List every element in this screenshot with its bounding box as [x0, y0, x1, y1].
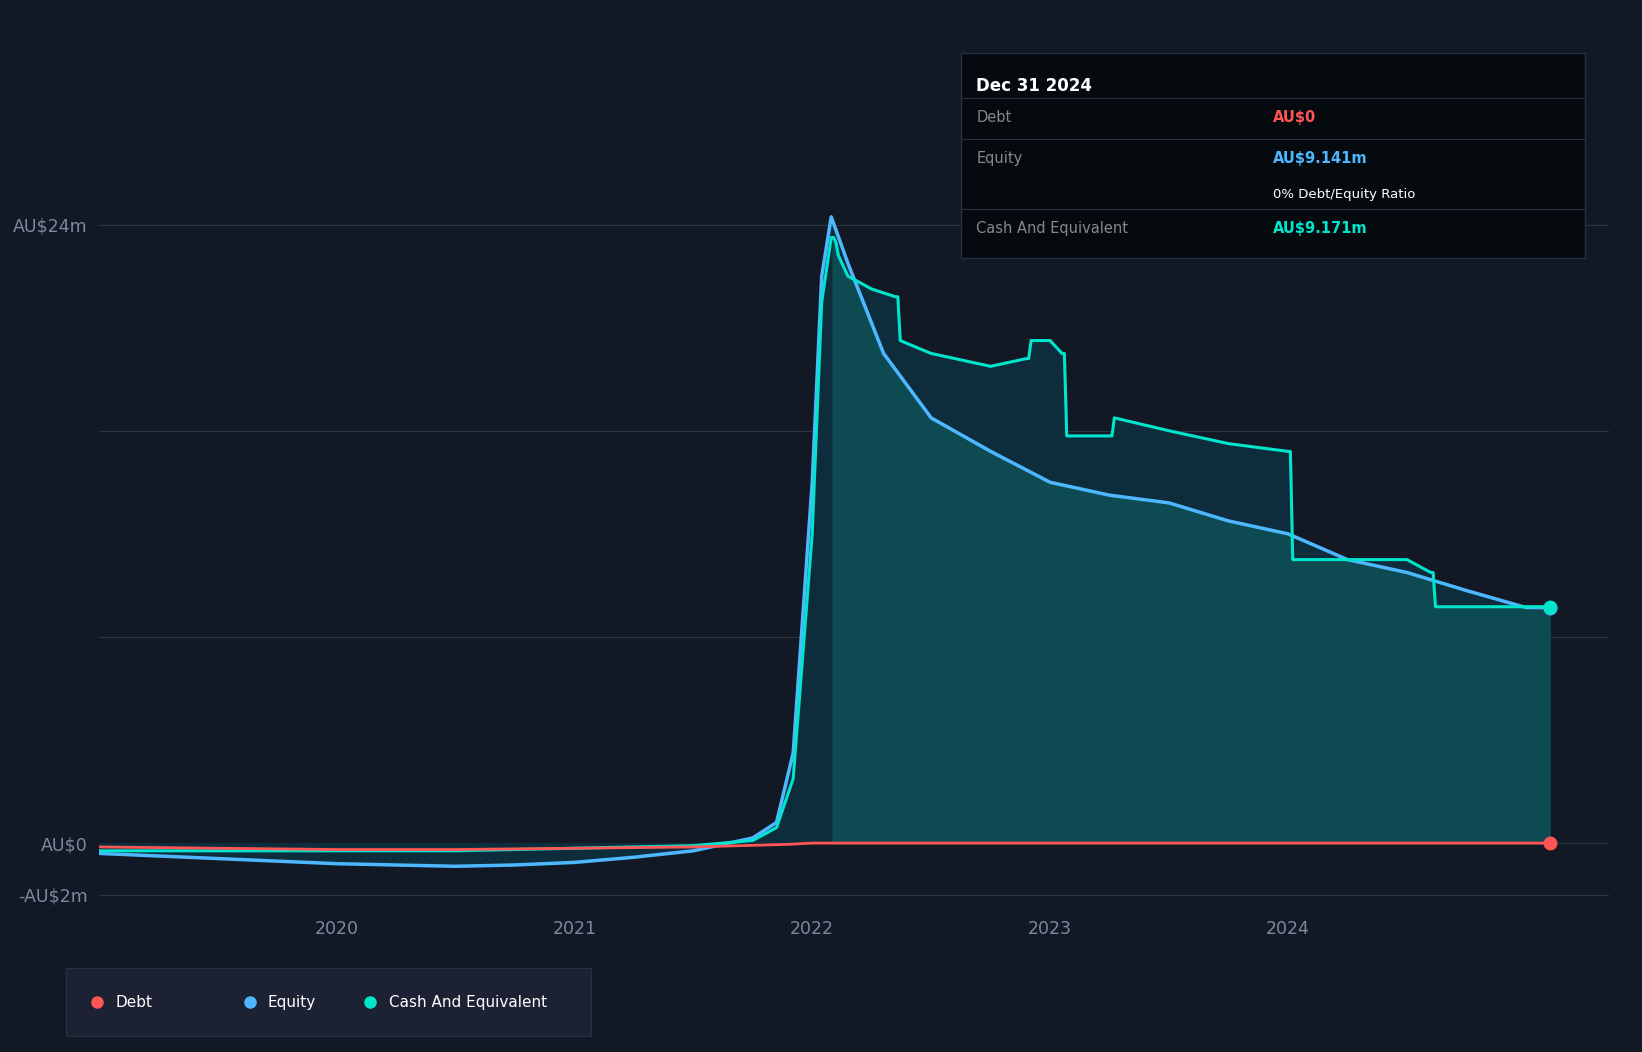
Text: Equity: Equity: [975, 151, 1023, 166]
Text: AU$0: AU$0: [1273, 110, 1315, 125]
Text: AU$9.171m: AU$9.171m: [1273, 221, 1368, 236]
Text: Debt: Debt: [975, 110, 1011, 125]
Text: Cash And Equivalent: Cash And Equivalent: [975, 221, 1128, 236]
Text: Cash And Equivalent: Cash And Equivalent: [389, 994, 547, 1010]
Text: Dec 31 2024: Dec 31 2024: [975, 77, 1092, 96]
Text: AU$9.141m: AU$9.141m: [1273, 151, 1368, 166]
Text: 0% Debt/Equity Ratio: 0% Debt/Equity Ratio: [1273, 188, 1415, 201]
Text: Debt: Debt: [115, 994, 153, 1010]
Text: Equity: Equity: [268, 994, 317, 1010]
